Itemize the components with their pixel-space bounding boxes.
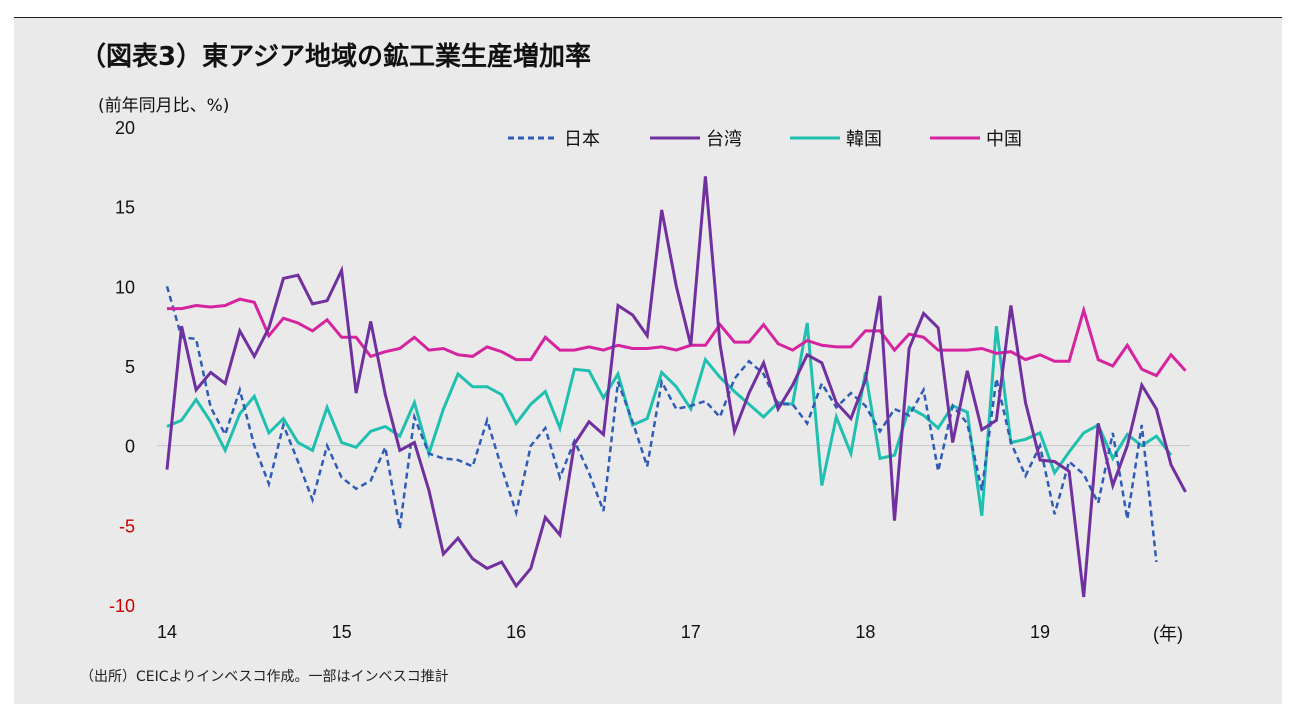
- source-note: （出所）CEICよりインベスコ作成。一部はインベスコ推計: [80, 669, 449, 685]
- legend-label-china: 中国: [986, 129, 1022, 150]
- series-line-taiwan: [165, 176, 1187, 598]
- legend-label-korea: 韓国: [846, 129, 882, 150]
- x-axis-unit-label: (年): [1153, 624, 1183, 644]
- x-tick-label: 15: [332, 622, 352, 642]
- y-tick-label: -10: [109, 596, 135, 616]
- y-tick-label: 5: [125, 357, 135, 377]
- series-line-china: [167, 297, 1187, 378]
- y-tick-label: 10: [115, 277, 135, 297]
- y-axis-unit-label: (前年同月比、%): [98, 96, 230, 116]
- y-tick-label: 0: [125, 437, 135, 457]
- legend-label-japan: 日本: [564, 129, 600, 150]
- x-tick-label: 14: [157, 622, 177, 642]
- y-tick-label: -5: [119, 516, 135, 536]
- x-tick-label: 16: [506, 622, 526, 642]
- series-line-korea: [166, 322, 1173, 517]
- y-tick-label: 20: [115, 118, 135, 138]
- x-tick-label: 19: [1030, 622, 1050, 642]
- legend-label-taiwan: 台湾: [706, 129, 742, 150]
- series-line-japan: [165, 285, 1158, 563]
- chart-title: （図表3）東アジア地域の鉱工業生産増加率: [80, 42, 592, 72]
- x-tick-label: 17: [681, 622, 701, 642]
- x-tick-label: 18: [855, 622, 875, 642]
- y-tick-label: 15: [115, 198, 135, 218]
